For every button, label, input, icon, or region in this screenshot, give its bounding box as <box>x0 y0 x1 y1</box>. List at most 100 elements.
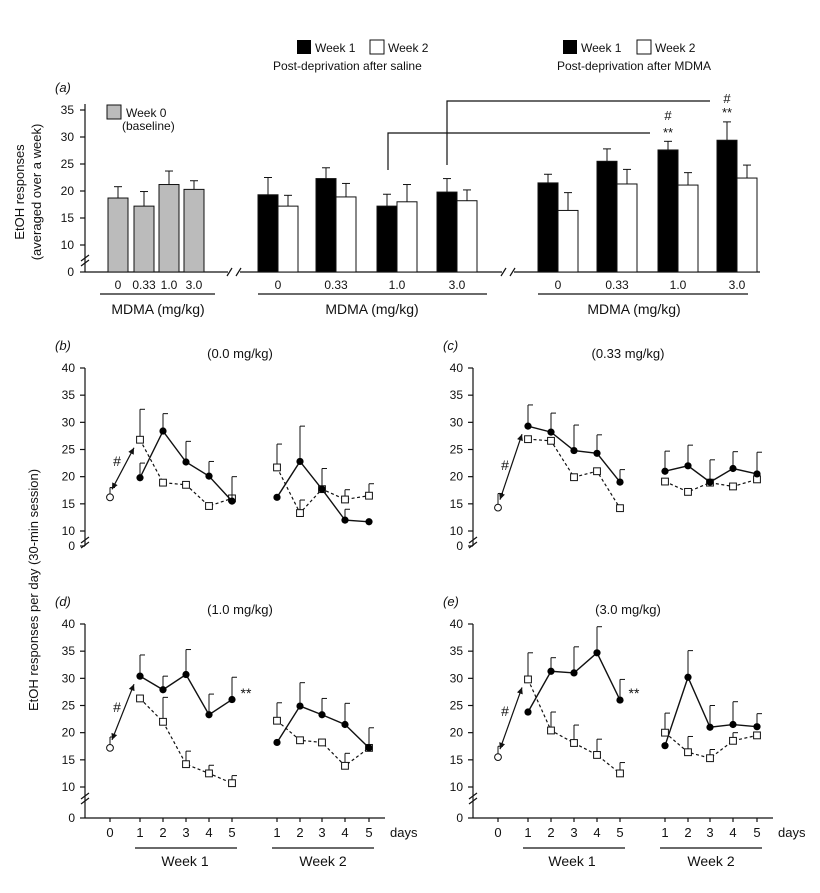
x-tick-label-a: 1.0 <box>389 278 406 292</box>
week2-point-d <box>159 717 167 726</box>
legend-week1-label: Week 1 <box>581 41 622 55</box>
y-tick-label-c: 20 <box>450 470 464 484</box>
hash-mark-e: # <box>501 703 509 719</box>
bar-week-1 <box>596 160 618 273</box>
legend-week2-label: Week 2 <box>655 41 696 55</box>
week1-point-d <box>318 711 326 719</box>
y-tick-label-b: 35 <box>62 388 76 402</box>
panel-e-label: (e) <box>443 594 459 609</box>
legend-week1-swatch <box>563 40 577 54</box>
week1-point-e <box>729 720 737 729</box>
week1-point-e <box>706 723 714 731</box>
x-tick-label-d: 4 <box>341 825 348 840</box>
y-axis-label-a-1: EtOH responses <box>12 144 27 240</box>
week1-point-d <box>273 738 281 747</box>
x-tick-label-e: 5 <box>753 825 760 840</box>
legend-week0-sub: (baseline) <box>122 119 175 133</box>
x-tick-label-d: 1 <box>136 825 143 840</box>
x-tick-label-e: 2 <box>684 825 691 840</box>
significance-annotations: # ** # ** # # # # ** ** <box>113 91 732 719</box>
y-tick-label-b: 30 <box>62 415 76 429</box>
x-tick-label-d: 5 <box>365 825 372 840</box>
bar-week-2 <box>396 201 418 273</box>
week1-point-c <box>547 428 555 436</box>
legend-week1-label: Week 1 <box>315 41 356 55</box>
y-tick-label-b: 40 <box>62 361 76 375</box>
legend-week2-swatch <box>369 39 385 55</box>
week1-point-e <box>593 649 601 657</box>
week2-point-d <box>341 761 349 770</box>
y-tick-label-c: 0 <box>456 539 463 553</box>
y-tick-label-d: 15 <box>62 753 76 767</box>
week1-caption-d: Week 1 <box>161 853 208 869</box>
y-tick-label-e: 30 <box>450 671 464 685</box>
bar-week-1 <box>376 205 398 273</box>
legend-saline-caption: Post-deprivation after saline <box>273 59 422 73</box>
comparison-bracket-1 <box>387 132 650 170</box>
week2-line-c <box>664 478 758 493</box>
y-axis-label-a-2: (averaged over a week) <box>29 124 44 261</box>
y-tick-label-d: 10 <box>62 780 76 794</box>
comparison-arrow-c <box>499 433 523 500</box>
week2-point-c <box>570 473 578 482</box>
week1-point-e <box>616 696 624 704</box>
comparison-arrow-d <box>111 683 135 741</box>
bar-week-2 <box>677 184 699 273</box>
week2-point-c <box>661 477 669 486</box>
week1-point-c <box>661 467 669 475</box>
x-axis-label-group3: MDMA (mg/kg) <box>587 301 680 317</box>
stars-mark-a-2: ** <box>722 105 732 120</box>
legend-week2-label: Week 2 <box>388 41 429 55</box>
week2-point-e <box>593 751 601 759</box>
y-tick-label-a: 0 <box>67 265 74 279</box>
week1-point-d <box>296 702 304 710</box>
week2-point-e <box>706 754 714 763</box>
bar-week-1 <box>315 178 337 273</box>
week1-point-b <box>205 472 213 480</box>
week2-point-e <box>570 739 578 747</box>
y-tick-label-a: 30 <box>61 130 75 144</box>
y-tick-label-e: 35 <box>450 644 464 658</box>
stars-mark-e: ** <box>629 685 640 701</box>
x-tick-label-a: 1.0 <box>161 278 178 292</box>
y-tick-label-c: 15 <box>450 497 464 511</box>
x-tick-label-d: 2 <box>296 825 303 840</box>
week2-point-d <box>296 736 304 745</box>
x-tick-label-e: 0 <box>494 825 501 840</box>
week1-point-d <box>182 670 190 679</box>
week1-point-c <box>706 478 714 486</box>
bar-week-1 <box>436 191 458 273</box>
y-axis-label-be: EtOH responses per day (30-min session) <box>26 469 41 711</box>
x-tick-label-e: 3 <box>570 825 577 840</box>
week2-line-e <box>527 679 621 774</box>
legend-week2-swatch <box>636 39 652 55</box>
legend-week0: Week 0 (baseline) <box>106 104 175 133</box>
x-tick-label-e: 1 <box>661 825 668 840</box>
week2-line-e <box>664 732 758 759</box>
week2-point-c <box>729 482 737 491</box>
week2-point-c <box>593 467 601 476</box>
week2-point-d <box>228 779 236 788</box>
bar-week-2 <box>335 196 357 273</box>
x-axis-break <box>500 267 516 277</box>
bar-week-2 <box>557 209 579 273</box>
week1-point-c <box>524 422 532 430</box>
y-tick-label-b: 0 <box>68 539 75 553</box>
x-tick-label-a: 0.33 <box>324 278 348 292</box>
panel-d-label: (d) <box>55 594 71 609</box>
legend-mdma: Week 1 Week 2 Post-deprivation after MDM… <box>557 39 711 73</box>
week2-point-e <box>661 728 669 737</box>
week1-point-b <box>273 493 281 501</box>
baseline-point-e <box>494 753 502 762</box>
x-tick-label-e: 1 <box>524 825 531 840</box>
x-tick-label-e: 2 <box>547 825 554 840</box>
week1-point-b <box>341 516 349 524</box>
week2-point-e <box>684 748 692 757</box>
y-tick-label-c: 25 <box>450 443 464 457</box>
week2-point-b <box>273 463 281 472</box>
week2-point-d <box>136 694 144 703</box>
week1-caption-e: Week 1 <box>548 853 595 869</box>
week1-point-b <box>296 457 304 466</box>
panel-d-title: (1.0 mg/kg) <box>207 602 273 617</box>
week2-point-b <box>136 435 144 444</box>
